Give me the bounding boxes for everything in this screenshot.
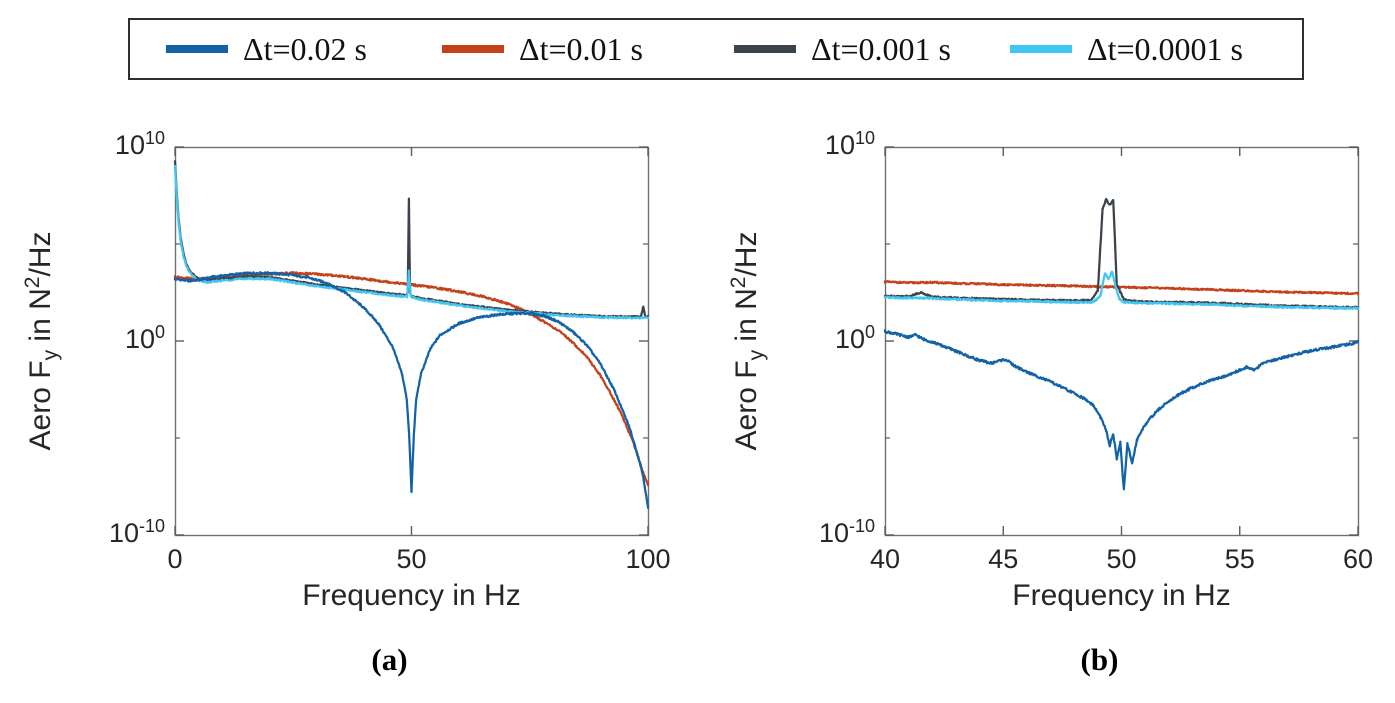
y-tick-label-b: 1010	[824, 128, 875, 161]
y-axis-label-part: /Hz	[24, 231, 57, 277]
series-line-b-2	[883, 280, 1360, 296]
legend-label: Δt=0.001 s	[811, 30, 951, 67]
series-line-b-1	[883, 329, 1360, 491]
y-axis-label-part: 2	[21, 276, 44, 289]
series-line-a-4	[173, 164, 650, 320]
legend-line-swatch	[442, 45, 504, 53]
x-tick-label-b: 45	[988, 544, 1019, 574]
x-axis-label-b: Frequency in Hz	[1012, 579, 1231, 612]
y-tick-label-a: 100	[124, 322, 165, 355]
series-line-b-4	[883, 270, 1360, 311]
legend-label: Δt=0.02 s	[243, 30, 367, 67]
y-axis-label-part: Aero F	[24, 360, 57, 451]
series-line-a-1	[173, 271, 650, 510]
legend-label: Δt=0.01 s	[519, 30, 643, 67]
y-axis-label-part: /Hz	[730, 231, 763, 277]
y-tick-label-a: 1010	[114, 128, 165, 161]
series-line-a-2	[173, 270, 650, 487]
x-tick-label-a: 0	[167, 544, 183, 574]
y-axis-label-part: Aero F	[730, 360, 763, 451]
x-axis-label-a: Frequency in Hz	[302, 579, 521, 612]
legend-label: Δt=0.0001 s	[1087, 30, 1243, 67]
x-tick-label-b: 50	[1106, 544, 1137, 574]
x-tick-label-a: 100	[625, 544, 671, 574]
legend-line-swatch	[734, 45, 796, 53]
legend-line-swatch	[1010, 45, 1072, 53]
subplot-label-b: (b)	[1080, 642, 1119, 677]
x-tick-label-b: 40	[869, 544, 901, 574]
x-tick-label-a: 50	[396, 544, 427, 574]
legend-item-4: Δt=0.0001 s	[1010, 20, 1243, 78]
legend-box: Δt=0.02 s Δt=0.01 s Δt=0.001 s Δt=0.0001 s	[128, 18, 1304, 80]
legend-item-1: Δt=0.02 s	[166, 20, 367, 78]
legend-item-2: Δt=0.01 s	[442, 20, 643, 78]
subplot-label-a: (a)	[371, 642, 408, 677]
y-tick-label-a: 10-10	[108, 516, 165, 549]
y-tick-label-b: 100	[834, 322, 875, 355]
y-tick-label-b: 10-10	[818, 516, 875, 549]
legend-line-swatch	[166, 45, 228, 53]
legend-item-3: Δt=0.001 s	[734, 20, 951, 78]
y-axis-label-part: 2	[727, 276, 750, 289]
x-tick-label-b: 60	[1342, 544, 1374, 574]
x-tick-label-b: 55	[1224, 544, 1255, 574]
